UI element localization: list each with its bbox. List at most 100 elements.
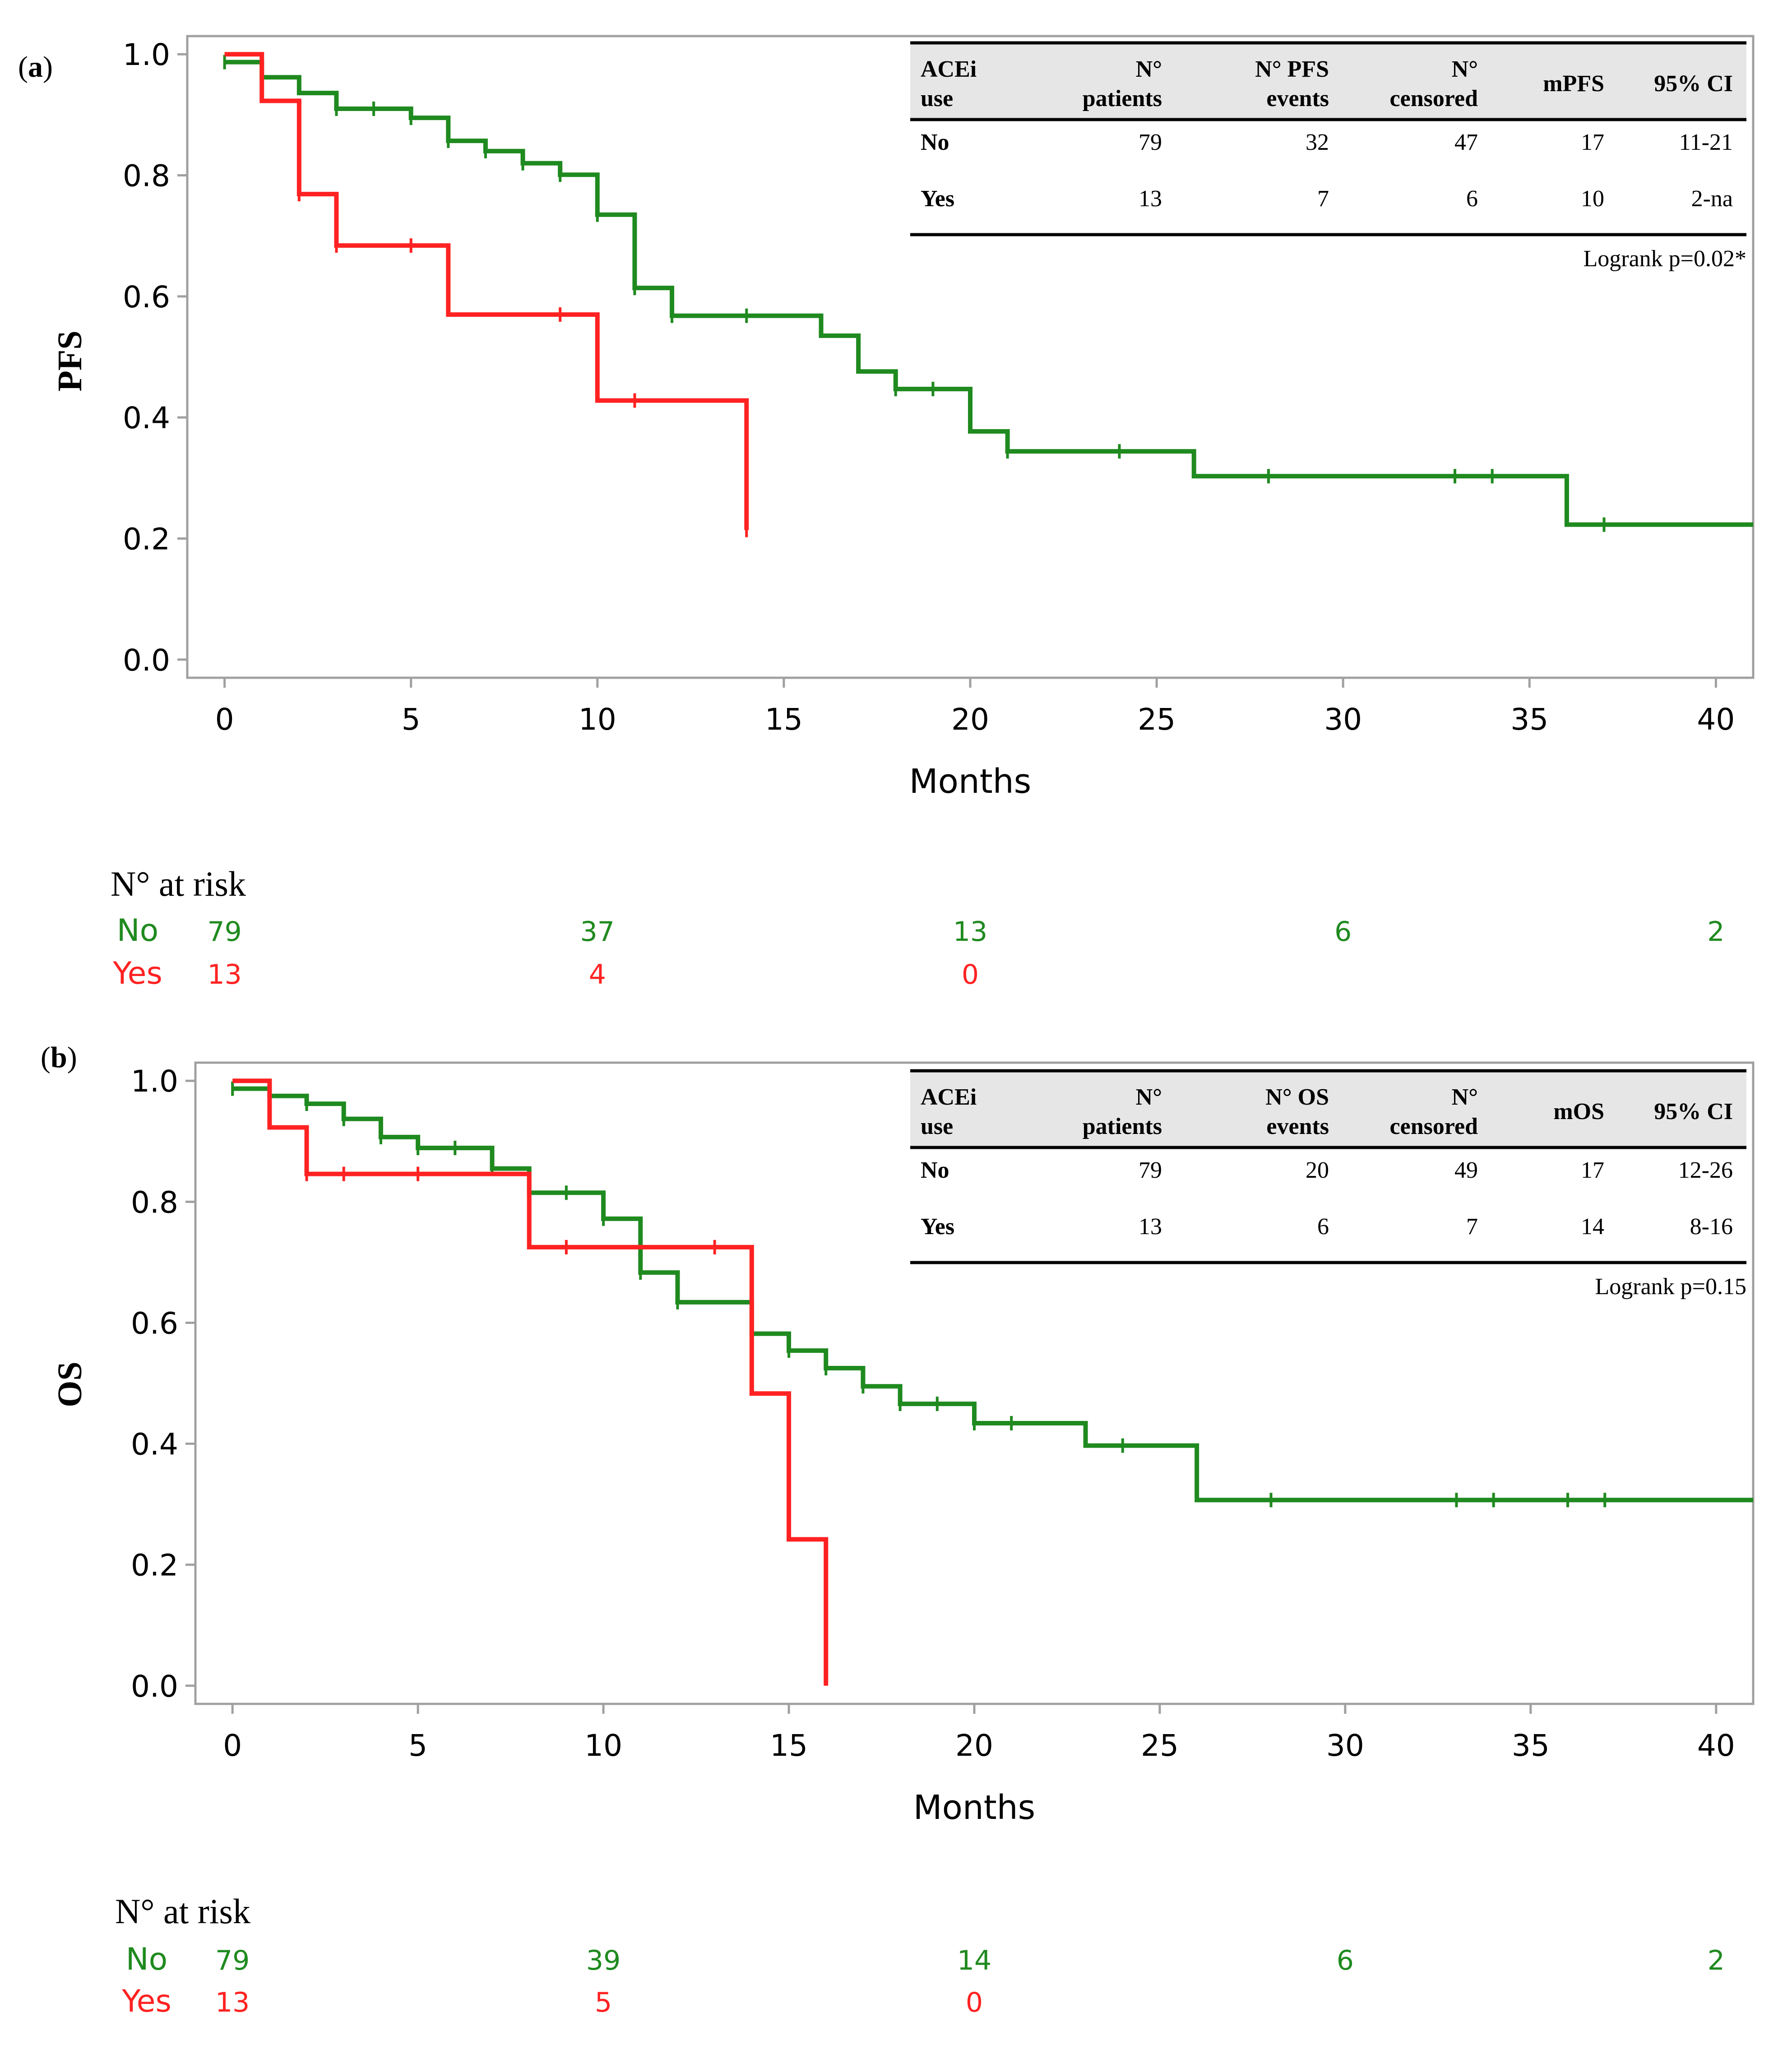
logrank-pvalue: Logrank p=0.02* [1584,246,1747,272]
table-header: events [1266,1114,1329,1139]
table-cell: 79 [1139,1157,1162,1183]
table-cell: 20 [1306,1157,1329,1183]
panel-label-letter: b [51,1041,67,1074]
x-tick-label: 30 [1326,1728,1364,1763]
at-risk-count: 2 [1707,916,1724,948]
x-tick-label: 0 [223,1728,242,1763]
at-risk-count: 2 [1708,1945,1725,1976]
y-tick-label: 0.2 [131,1548,178,1583]
y-axis-title: PFS [51,330,89,391]
at-risk-title: N° at risk [115,1892,250,1931]
x-axis-title: Months [909,762,1032,801]
at-risk-count: 79 [215,1945,250,1976]
at-risk-count: 14 [957,1945,991,1976]
panel-label-close: ) [67,1041,77,1074]
table-header: patients [1083,86,1162,111]
x-tick-label: 25 [1138,702,1176,737]
at-risk-group-yes: Yes [121,1984,171,2019]
panel-a: (a)0.00.20.40.60.81.00 5 10 15 20 25 30 35 40Mon… [18,35,1755,991]
at-risk-title: N° at risk [111,864,246,903]
at-risk-count: 13 [207,959,241,990]
x-tick-label: 35 [1510,702,1548,737]
x-tick-label: 30 [1324,702,1362,737]
at-risk-count: 4 [589,959,606,990]
table-header: mOS [1553,1099,1604,1124]
y-tick-label: 0.0 [131,1669,178,1704]
table-cell: 49 [1454,1157,1478,1183]
table-group-no: No [921,1157,949,1183]
at-risk-count: 37 [580,916,615,948]
table-cell: 6 [1466,186,1478,212]
x-tick-label: 15 [765,702,803,737]
table-header: N° [1136,56,1162,82]
table-cell: 2-na [1691,186,1733,212]
table-cell: 79 [1139,130,1162,155]
table-header: use [921,86,953,111]
table-header: censored [1390,1114,1478,1139]
table-cell: 13 [1139,186,1162,212]
y-tick-label: 0.0 [123,643,170,678]
table-cell: 12-26 [1678,1157,1733,1183]
y-tick-label: 0.4 [131,1427,178,1462]
plot-frame [186,35,1755,679]
table-cell: 8-16 [1690,1214,1733,1240]
at-risk-group-no: No [126,1942,167,1977]
table-header-bg [910,1071,1746,1147]
table-group-no: No [921,130,949,155]
y-tick-label: 0.4 [123,401,170,435]
x-tick-label: 40 [1697,1728,1735,1763]
y-tick-label: 0.6 [123,280,170,315]
at-risk-count: 5 [595,1987,612,2018]
table-header: events [1266,86,1329,111]
at-risk-count: 6 [1337,1945,1354,1976]
x-tick-label: 20 [951,702,989,737]
table-cell: 14 [1581,1214,1604,1240]
panel-b: (b)0.00.20.40.60.81.00 5 10 15 20 25 30 35 40Mon… [41,1041,1755,2019]
panel-label-close: ) [43,51,53,83]
logrank-pvalue: Logrank p=0.15 [1595,1274,1747,1300]
table-cell: 6 [1317,1214,1329,1240]
y-tick-label: 0.8 [123,159,170,194]
table-header: patients [1083,1114,1162,1139]
table-header: censored [1390,86,1478,111]
x-axis-title: Months [913,1788,1036,1827]
x-tick-label: 5 [408,1728,427,1763]
table-cell: 17 [1581,130,1604,155]
table-header: N° PFS [1255,56,1329,82]
km-curve-no [224,60,1753,527]
x-tick-label: 15 [770,1728,808,1763]
table-header: ACEi [921,1084,977,1110]
at-risk-count: 39 [586,1945,620,1976]
table-header: N° [1452,56,1478,82]
at-risk-group-yes: Yes [112,956,162,991]
x-tick-label: 10 [584,1728,622,1763]
y-tick-label: 1.0 [131,1064,178,1099]
km-curve-no [232,1086,1753,1503]
plot-frame [194,1061,1755,1705]
x-tick-label: 25 [1141,1728,1179,1763]
table-header: 95% CI [1654,71,1733,97]
table-header: use [921,1114,953,1139]
x-tick-label: 0 [215,702,234,737]
table-header-bg [910,43,1746,120]
x-tick-label: 20 [955,1728,993,1763]
km-curve-yes [232,1078,829,1686]
at-risk-count: 0 [966,1987,983,2018]
table-cell: 47 [1454,130,1478,155]
table-header: N° [1452,1084,1478,1110]
table-header: ACEi [921,56,977,82]
y-tick-label: 0.8 [131,1185,178,1220]
table-header: N° OS [1265,1084,1329,1110]
table-cell: 11-21 [1679,130,1733,155]
km-curve-yes [224,52,749,530]
at-risk-group-no: No [117,913,158,948]
panel-label-open: ( [41,1041,51,1074]
y-axis-title: OS [51,1361,89,1407]
panel-label: (b) [41,1041,77,1074]
x-tick-label: 10 [579,702,616,737]
table-group-yes: Yes [921,186,954,212]
y-tick-label: 0.6 [131,1306,178,1341]
table-cell: 32 [1306,130,1329,155]
table-cell: 17 [1581,1157,1604,1183]
panel-label-open: ( [18,51,28,83]
